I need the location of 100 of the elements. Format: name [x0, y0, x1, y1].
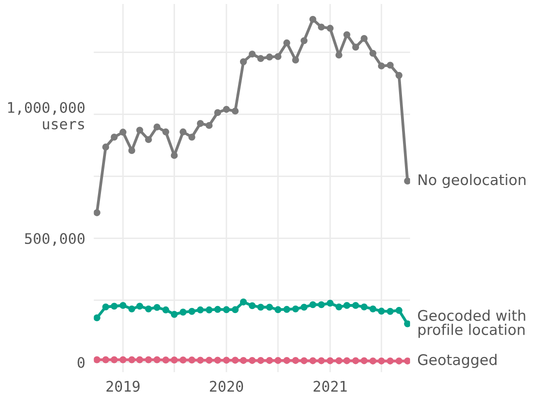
point — [232, 306, 239, 314]
point — [369, 358, 376, 364]
point — [188, 308, 196, 315]
point — [318, 301, 325, 308]
point — [378, 62, 385, 70]
point — [214, 109, 222, 116]
point — [378, 308, 385, 315]
point — [128, 305, 136, 312]
point — [180, 128, 187, 136]
point — [102, 356, 110, 364]
point — [396, 358, 402, 364]
point — [120, 356, 126, 364]
point — [248, 357, 256, 364]
point — [188, 134, 196, 141]
point — [352, 357, 360, 364]
point — [309, 16, 316, 23]
point — [274, 357, 282, 364]
y-tick-label: 1,000,000 users — [8, 102, 85, 130]
point — [292, 56, 300, 64]
point — [180, 356, 187, 364]
point — [110, 356, 118, 364]
point — [326, 24, 334, 32]
point — [222, 106, 230, 113]
point — [300, 304, 308, 311]
x-tick-label: 2019 — [106, 380, 140, 392]
point — [386, 62, 394, 69]
point — [283, 357, 290, 364]
point — [335, 357, 342, 364]
point — [396, 72, 402, 79]
point — [206, 356, 213, 364]
point — [283, 39, 290, 46]
point — [404, 178, 410, 184]
point — [240, 58, 247, 66]
point — [170, 310, 178, 318]
point — [110, 302, 118, 310]
point — [396, 306, 402, 314]
point — [154, 123, 160, 130]
point — [300, 37, 308, 44]
point — [145, 356, 152, 364]
point — [170, 356, 178, 364]
point — [404, 358, 410, 364]
point — [266, 357, 273, 364]
point — [196, 356, 204, 364]
point — [180, 308, 187, 316]
point — [102, 144, 110, 150]
point — [162, 306, 170, 314]
point — [309, 357, 316, 364]
point — [128, 356, 136, 364]
point — [196, 120, 204, 127]
x-tick-label: 2021 — [314, 380, 347, 392]
point — [343, 357, 350, 364]
point — [196, 306, 204, 314]
point — [257, 357, 264, 364]
point — [266, 304, 273, 311]
point — [102, 303, 110, 310]
point — [214, 356, 222, 364]
point — [240, 298, 247, 306]
y-tick-label: 500,000 — [25, 233, 85, 246]
point — [352, 44, 360, 51]
point — [335, 303, 342, 310]
point — [120, 128, 126, 136]
point — [214, 306, 222, 313]
point — [274, 306, 282, 314]
point — [292, 357, 300, 364]
point — [283, 306, 290, 313]
point — [94, 209, 100, 216]
point — [360, 357, 368, 364]
point — [318, 357, 325, 364]
series-label: Geocoded with profile location — [418, 310, 526, 338]
point — [94, 314, 100, 322]
point — [206, 306, 213, 314]
point — [120, 302, 126, 309]
point — [360, 303, 368, 310]
point — [222, 306, 230, 314]
point — [326, 357, 334, 364]
point — [240, 357, 247, 364]
point — [248, 50, 256, 58]
point — [232, 356, 239, 364]
series-label: No geolocation — [418, 174, 526, 188]
point — [292, 305, 300, 312]
point — [222, 356, 230, 364]
point — [360, 34, 368, 42]
point — [128, 147, 136, 154]
point — [110, 134, 118, 141]
point — [136, 126, 144, 134]
point — [266, 54, 273, 61]
y-tick-label: 0 — [78, 356, 85, 368]
point — [326, 300, 334, 307]
point — [136, 302, 144, 310]
point — [206, 122, 213, 129]
point — [257, 55, 264, 62]
point — [248, 302, 256, 310]
point — [369, 50, 376, 57]
point — [352, 302, 360, 309]
point — [378, 358, 385, 364]
point — [154, 356, 160, 364]
point — [232, 108, 239, 115]
point — [145, 305, 152, 312]
point — [94, 356, 100, 364]
point — [335, 52, 342, 59]
